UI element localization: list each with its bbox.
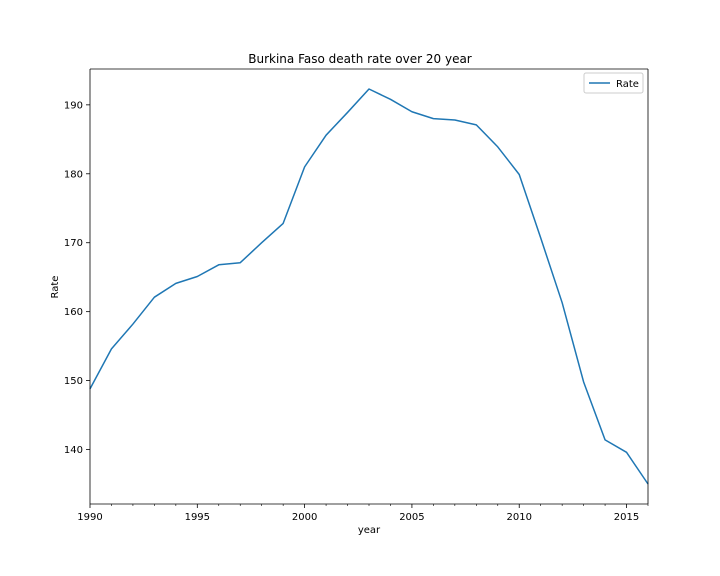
y-tick-label-190: 190 bbox=[64, 100, 83, 111]
x-tick-label-2000: 2000 bbox=[292, 512, 317, 523]
plot-area bbox=[90, 69, 648, 504]
labels-layer: Burkina Faso death rate over 20 year yea… bbox=[50, 52, 472, 536]
x-tick-label-2005: 2005 bbox=[399, 512, 424, 523]
x-tick-label-2010: 2010 bbox=[507, 512, 532, 523]
x-tick-label-1995: 1995 bbox=[185, 512, 210, 523]
ticks-layer: 1990 1995 2000 2005 2010 2015 140 150 160 170 180 1… bbox=[64, 100, 649, 523]
x-tick-label-2015: 2015 bbox=[614, 512, 639, 523]
y-tick-label-170: 170 bbox=[64, 238, 83, 249]
plot-background bbox=[90, 69, 648, 504]
y-tick-label-140: 140 bbox=[64, 445, 83, 456]
series-line-rate bbox=[89, 88, 649, 485]
legend: Rate bbox=[583, 72, 644, 94]
x-axis-label: year bbox=[358, 525, 381, 536]
legend-box bbox=[583, 72, 644, 94]
series-layer bbox=[89, 88, 649, 485]
chart-title: Burkina Faso death rate over 20 year bbox=[248, 52, 472, 66]
y-tick-label-150: 150 bbox=[64, 376, 83, 387]
y-tick-label-180: 180 bbox=[64, 169, 83, 180]
legend-label: Rate bbox=[616, 79, 639, 90]
y-tick-label-160: 160 bbox=[64, 307, 83, 318]
y-axis-label: Rate bbox=[50, 276, 61, 299]
x-tick-label-1990: 1990 bbox=[77, 512, 102, 523]
